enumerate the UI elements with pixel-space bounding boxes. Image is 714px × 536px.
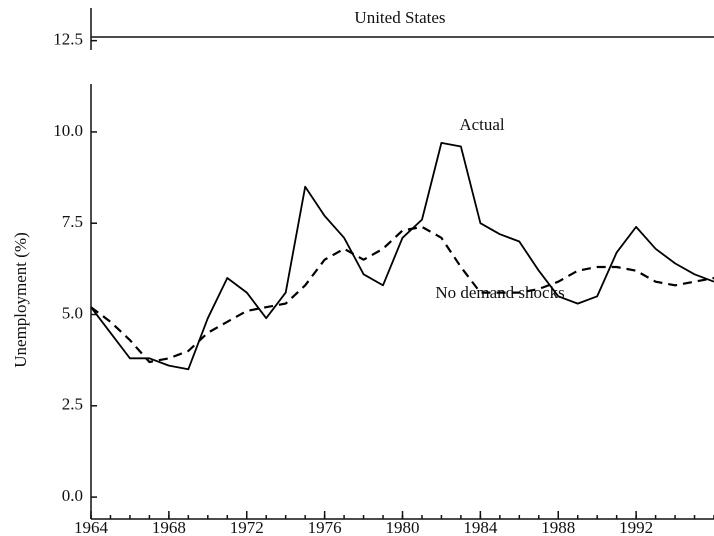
x-tick-label: 1976 [308,518,342,536]
x-tick-label: 1968 [152,518,186,536]
series-line [90,142,714,371]
y-tick-label: 10.0 [53,121,83,140]
y-tick-label: 7.5 [62,212,83,231]
chart-title: United States [354,8,445,27]
x-tick-label: 1988 [541,518,575,536]
x-tick-label: 1980 [386,518,420,536]
y-tick-label: 2.5 [62,395,83,414]
x-tick-label: 1972 [230,518,264,536]
y-tick-label: 5.0 [62,303,83,322]
y-axis-label: Unemployment (%) [11,232,30,368]
y-tick-label: 12.5 [53,30,83,49]
x-tick-label: 1964 [74,518,109,536]
y-tick-label: 0.0 [62,486,83,505]
x-tick-label: 1984 [463,518,498,536]
annotation: Actual [459,115,505,134]
x-tick-label: 1992 [619,518,653,536]
